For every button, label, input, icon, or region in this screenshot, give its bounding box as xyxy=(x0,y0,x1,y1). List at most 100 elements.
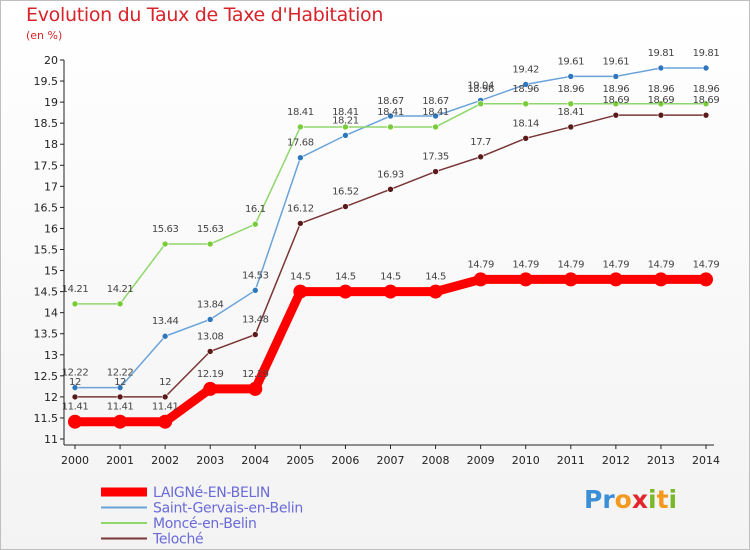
logo-letter: o xyxy=(614,485,632,514)
data-label: 16.52 xyxy=(332,187,359,198)
data-point xyxy=(477,153,484,161)
y-tick-label: 14.5 xyxy=(34,286,59,299)
data-point xyxy=(68,414,82,429)
data-label: 18.69 xyxy=(693,95,720,106)
data-label: 18.96 xyxy=(603,84,630,95)
data-label: 13.48 xyxy=(242,315,269,326)
data-label: 15.63 xyxy=(152,224,179,235)
x-tick-label: 2013 xyxy=(647,454,675,467)
logo-letter: P xyxy=(584,485,603,514)
data-point xyxy=(297,220,304,227)
data-label: 14.21 xyxy=(62,284,89,295)
data-point xyxy=(567,73,575,80)
data-point xyxy=(116,384,124,391)
data-point xyxy=(338,284,353,299)
data-label: 14.79 xyxy=(603,259,630,270)
data-label: 14.5 xyxy=(290,272,311,283)
data-point xyxy=(161,332,169,340)
data-point xyxy=(563,272,578,287)
legend-label: Moncé-en-Belin xyxy=(153,516,257,532)
data-label: 14.5 xyxy=(335,272,356,283)
data-point xyxy=(432,112,439,120)
data-label: 13.84 xyxy=(197,299,224,310)
data-point xyxy=(248,381,263,396)
data-point xyxy=(116,300,124,308)
data-label: 12 xyxy=(69,377,81,388)
y-tick-label: 16.5 xyxy=(34,201,59,214)
data-point xyxy=(657,64,665,72)
data-point xyxy=(342,123,349,131)
y-tick-label: 18 xyxy=(44,138,58,151)
data-point xyxy=(206,240,214,248)
proxiti-logo: Proxiti xyxy=(584,485,677,514)
x-tick-label: 2007 xyxy=(377,454,405,467)
y-tick-label: 18.5 xyxy=(34,117,59,130)
data-point xyxy=(428,284,443,299)
data-label: 17.68 xyxy=(287,138,314,149)
data-label: 18.96 xyxy=(557,84,584,95)
data-point xyxy=(297,154,304,161)
data-point xyxy=(251,287,259,294)
data-point xyxy=(71,393,79,401)
data-label: 17.35 xyxy=(422,152,449,163)
data-label: 16.93 xyxy=(377,169,404,180)
data-label: 18.96 xyxy=(693,84,720,95)
data-label: 11.41 xyxy=(107,402,134,413)
data-point xyxy=(608,272,623,287)
x-tick-label: 2010 xyxy=(512,454,540,467)
data-label: 12.19 xyxy=(242,369,269,380)
data-point xyxy=(342,132,349,139)
data-point xyxy=(432,123,439,131)
data-label: 18.96 xyxy=(648,84,675,95)
data-point xyxy=(387,123,394,131)
data-point xyxy=(702,111,710,119)
data-label: 14.21 xyxy=(107,284,134,295)
data-label: 14.79 xyxy=(693,259,720,270)
data-point xyxy=(612,111,620,119)
data-point xyxy=(203,381,218,396)
data-label: 14.79 xyxy=(467,259,494,270)
y-tick-label: 11.5 xyxy=(34,412,59,425)
data-label: 19.42 xyxy=(512,64,539,75)
data-label: 12.22 xyxy=(107,368,134,379)
data-label: 14.79 xyxy=(557,259,584,270)
data-label: 12.19 xyxy=(197,369,224,380)
data-point xyxy=(653,272,668,287)
data-label: 14.5 xyxy=(425,272,446,283)
data-point xyxy=(657,111,665,119)
data-label: 13.08 xyxy=(197,331,224,342)
logo-letter: r xyxy=(602,485,615,514)
data-point xyxy=(612,100,620,108)
y-tick-label: 17.5 xyxy=(34,159,59,172)
data-point xyxy=(293,284,308,299)
y-tick-label: 15.5 xyxy=(34,244,59,257)
data-point xyxy=(477,100,484,108)
data-label: 16.12 xyxy=(287,203,314,214)
data-label: 18.67 xyxy=(377,96,404,107)
data-label: 18.67 xyxy=(422,96,449,107)
data-label: 18.41 xyxy=(422,107,449,118)
legend-label: Saint-Gervais-en-Belin xyxy=(153,501,303,517)
data-label: 18.21 xyxy=(332,115,359,126)
data-label: 11.41 xyxy=(62,402,89,413)
data-label: 14.79 xyxy=(648,259,675,270)
chart-title: Evolution du Taux de Taxe d'Habitation xyxy=(26,4,384,26)
data-point xyxy=(383,284,398,299)
data-label: 19.61 xyxy=(603,56,630,67)
x-tick-label: 2008 xyxy=(422,454,450,467)
data-label: 19.81 xyxy=(693,48,720,59)
data-point xyxy=(206,316,214,323)
data-point xyxy=(699,272,713,287)
x-tick-label: 2000 xyxy=(61,454,89,467)
y-tick-label: 15 xyxy=(44,265,58,278)
logo-letter: i xyxy=(668,485,678,514)
data-label: 18.41 xyxy=(332,107,359,118)
y-tick-label: 20 xyxy=(44,54,58,67)
data-point xyxy=(116,393,124,401)
legend-label: LAIGNé-EN-BELIN xyxy=(153,485,270,501)
data-point xyxy=(158,414,173,429)
y-tick-label: 13.5 xyxy=(34,328,59,341)
data-label: 14.53 xyxy=(242,270,269,281)
y-tick-label: 12.5 xyxy=(34,370,59,383)
